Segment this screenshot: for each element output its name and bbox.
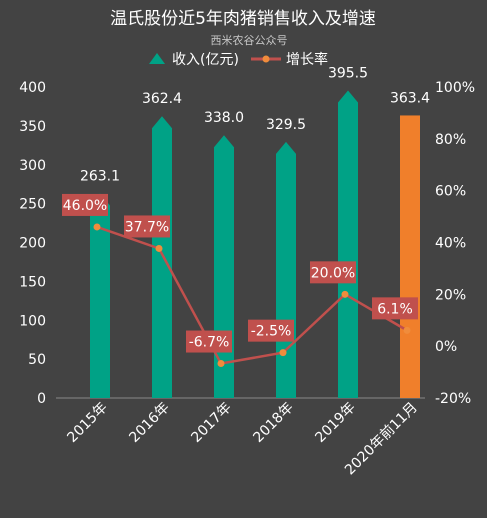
growth-value-label: 46.0% — [63, 198, 107, 214]
y-left-tick-label: 400 — [19, 80, 46, 96]
bar-value-labels: 263.1 362.4 338.0 329.5 395.5 363.4 — [80, 65, 430, 184]
growth-point — [93, 223, 101, 231]
growth-label-box — [310, 261, 356, 284]
growth-label-box — [62, 193, 108, 216]
growth-point — [279, 349, 287, 357]
revenue-bar — [338, 90, 358, 398]
revenue-bar — [276, 141, 296, 398]
growth-label-box — [248, 319, 294, 342]
growth-point — [155, 244, 163, 252]
y-left-tick-label: 200 — [19, 236, 46, 252]
legend-label-growth: 增长率 — [286, 51, 328, 68]
y-left-tick-label: 50 — [28, 352, 46, 368]
y-right-tick-label: 60% — [435, 184, 466, 200]
y-left-tick-label: 250 — [19, 197, 46, 213]
legend: 收入(亿元) 增长率 — [149, 51, 328, 68]
revenue-value-label: 395.5 — [328, 65, 368, 81]
legend-bar-icon — [149, 53, 165, 64]
revenue-bar — [152, 116, 172, 398]
revenue-value-label: 263.1 — [80, 168, 120, 184]
legend-label-revenue: 收入(亿元) — [172, 52, 239, 68]
growth-label-box — [124, 215, 170, 238]
revenue-value-label: 363.4 — [390, 90, 430, 106]
y-left-tick-label: 150 — [19, 274, 46, 290]
x-category-label: 2017年 — [188, 400, 234, 446]
y-right-tick-label: 40% — [435, 236, 466, 252]
growth-label-box — [372, 297, 418, 320]
revenue-value-label: 329.5 — [266, 117, 306, 133]
growth-value-labels: 46.0% 37.7% -6.7% -2.5% 20.0% 6.1% — [62, 193, 418, 353]
legend-marker-icon — [262, 55, 270, 63]
growth-value-label: 37.7% — [125, 219, 169, 235]
growth-point — [341, 290, 349, 298]
chart-title: 温氏股份近5年肉猪销售收入及增速 — [110, 9, 376, 29]
y-axis-left: 0 50 100 150 200 250 300 350 400 — [19, 80, 46, 407]
y-right-tick-label: 0% — [435, 339, 457, 355]
revenue-value-label: 338.0 — [204, 110, 244, 126]
revenue-value-label: 362.4 — [142, 91, 182, 107]
bar-series — [90, 90, 420, 399]
x-category-label: 2015年 — [64, 400, 110, 446]
y-axis-right: -20% 0% 20% 40% 60% 80% 100% — [435, 80, 475, 407]
y-left-tick-label: 350 — [19, 119, 46, 135]
y-right-tick-label: 20% — [435, 287, 466, 303]
y-right-tick-label: 80% — [435, 132, 466, 148]
growth-line — [96, 225, 408, 365]
y-right-tick-label: -20% — [435, 391, 471, 407]
revenue-bar — [90, 193, 110, 398]
y-right-tick-label: 100% — [435, 80, 475, 96]
growth-value-label: -2.5% — [251, 324, 292, 340]
revenue-bar — [400, 115, 420, 399]
growth-point — [403, 326, 411, 334]
y-left-tick-label: 100 — [19, 313, 46, 329]
x-category-label: 2016年 — [126, 400, 172, 446]
x-category-label: 2019年 — [312, 400, 358, 446]
growth-line-series — [93, 223, 411, 368]
y-left-tick-label: 0 — [37, 391, 46, 407]
growth-value-label: 6.1% — [377, 301, 413, 317]
growth-value-label: -6.7% — [189, 335, 230, 351]
growth-label-box — [186, 330, 232, 353]
y-left-tick-label: 300 — [19, 158, 46, 174]
growth-point — [217, 360, 225, 368]
x-category-label: 2018年 — [250, 400, 296, 446]
chart-subtitle: 西米农谷公众号 — [211, 33, 288, 47]
growth-value-label: 20.0% — [311, 265, 355, 281]
